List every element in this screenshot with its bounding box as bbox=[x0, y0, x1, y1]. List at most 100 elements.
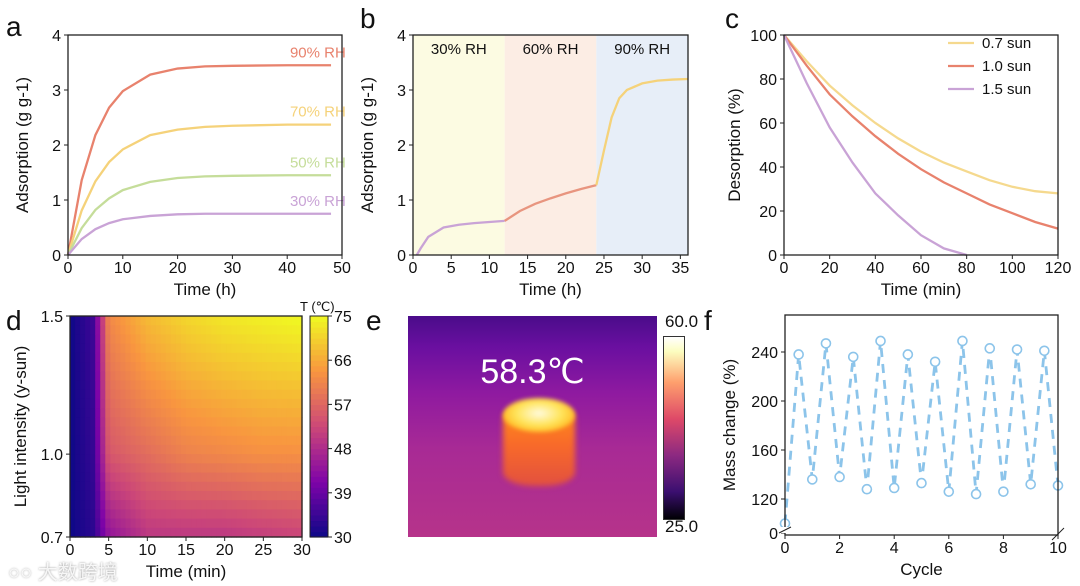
heatmap-cell bbox=[236, 481, 243, 492]
heatmap-cell bbox=[105, 518, 111, 529]
heatmap-cell bbox=[170, 472, 177, 483]
heatmap-cell bbox=[196, 408, 202, 418]
heatmap-cell bbox=[251, 343, 258, 354]
heatmap-cell bbox=[291, 316, 298, 326]
heatmap-cell bbox=[90, 389, 96, 400]
heatmap-cell bbox=[251, 362, 258, 372]
heatmap-cell bbox=[256, 472, 263, 483]
heatmap-cell bbox=[100, 316, 106, 326]
heatmap-cell bbox=[75, 527, 81, 538]
heatmap-cell bbox=[130, 362, 137, 372]
heatmap-cell bbox=[271, 389, 278, 400]
heatmap-cell bbox=[186, 380, 192, 391]
heatmap-cell bbox=[145, 316, 152, 326]
heatmap-cell bbox=[175, 444, 182, 455]
heatmap-cell bbox=[276, 398, 283, 409]
heatmap-cell bbox=[170, 325, 177, 336]
heatmap-cell bbox=[266, 389, 273, 400]
heatmap-cell bbox=[186, 444, 192, 455]
heatmap-cell bbox=[105, 435, 111, 446]
heatmap-cell bbox=[296, 463, 303, 474]
heatmap-cell bbox=[196, 398, 202, 409]
heatmap-cell bbox=[256, 417, 263, 428]
heatmap-cell bbox=[241, 398, 248, 409]
rh-band bbox=[504, 35, 597, 255]
heatmap-cell bbox=[251, 454, 258, 464]
heatmap-cell bbox=[296, 500, 303, 510]
heatmap-cell bbox=[160, 463, 167, 474]
heatmap-cell bbox=[110, 417, 116, 428]
heatmap-cell bbox=[80, 343, 86, 354]
heatmap-cell bbox=[251, 472, 258, 483]
heatmap-cell bbox=[90, 481, 96, 492]
heatmap-cell bbox=[236, 408, 243, 418]
heatmap-cell bbox=[261, 334, 268, 345]
heatmap-cell bbox=[170, 417, 177, 428]
heatmap-cell bbox=[231, 500, 238, 510]
heatmap-cell bbox=[70, 481, 76, 492]
heatmap-cell bbox=[120, 334, 127, 345]
heatmap-cell bbox=[160, 454, 167, 464]
heatmap-cell bbox=[241, 454, 248, 464]
heatmap-cell bbox=[236, 362, 243, 372]
heatmap-cell bbox=[155, 352, 162, 363]
heatmap-cell bbox=[150, 444, 157, 455]
heatmap-cell bbox=[170, 463, 177, 474]
heatmap-cell bbox=[206, 408, 212, 418]
heatmap-cell bbox=[105, 380, 111, 391]
heatmap-cell bbox=[286, 490, 293, 501]
heatmap-cell bbox=[115, 380, 122, 391]
heatmap-cell bbox=[130, 481, 137, 492]
heatmap-cell bbox=[196, 518, 202, 529]
heatmap-cell bbox=[246, 389, 253, 400]
heatmap-cell bbox=[175, 408, 182, 418]
heatmap-cell bbox=[186, 398, 192, 409]
heatmap-cell bbox=[211, 444, 217, 455]
heatmap-cell bbox=[115, 417, 122, 428]
heatmap-cell bbox=[246, 325, 253, 336]
heatmap-cell bbox=[145, 334, 152, 345]
heatmap-cell bbox=[155, 509, 162, 520]
heatmap-cell bbox=[236, 454, 243, 464]
heatmap-cell bbox=[231, 417, 238, 428]
heatmap-cell bbox=[165, 371, 172, 382]
heatmap-cell bbox=[170, 518, 177, 529]
heatmap-cell bbox=[206, 509, 212, 520]
heatmap-cell bbox=[90, 490, 96, 501]
heatmap-cell bbox=[281, 481, 288, 492]
heatmap-cell bbox=[251, 463, 258, 474]
heatmap-cell bbox=[80, 417, 86, 428]
x-tick-label: 120 bbox=[1045, 260, 1072, 277]
heatmap-cell bbox=[125, 380, 132, 391]
heatmap-cell bbox=[85, 343, 91, 354]
heatmap-cell bbox=[201, 500, 207, 510]
heatmap-cell bbox=[140, 518, 147, 529]
heatmap-cell bbox=[175, 481, 182, 492]
heatmap-cell bbox=[165, 481, 172, 492]
heatmap-cell bbox=[150, 518, 157, 529]
heatmap-cell bbox=[226, 408, 232, 418]
heatmap-cell bbox=[206, 371, 212, 382]
heatmap-cell bbox=[85, 509, 91, 520]
heatmap-cell bbox=[75, 362, 81, 372]
heatmap-cell bbox=[135, 325, 142, 336]
heatmap-cell bbox=[266, 444, 273, 455]
heatmap-cell bbox=[201, 417, 207, 428]
heatmap-cell bbox=[266, 325, 273, 336]
heatmap-cell bbox=[150, 527, 157, 538]
heatmap-cell bbox=[130, 389, 137, 400]
y-tick-label: 1.0 bbox=[41, 447, 63, 464]
heatmap-cell bbox=[226, 472, 232, 483]
heatmap-cell bbox=[180, 398, 187, 409]
y-tick-label: 80 bbox=[759, 72, 777, 89]
heatmap-cell bbox=[186, 518, 192, 529]
heatmap-cell bbox=[226, 490, 232, 501]
heatmap-cell bbox=[296, 444, 303, 455]
heatmap-cell bbox=[180, 352, 187, 363]
heatmap-cell bbox=[191, 444, 197, 455]
series-line bbox=[783, 34, 1059, 230]
heatmap-cell bbox=[291, 509, 298, 520]
heatmap-cell bbox=[165, 389, 172, 400]
heatmap-cell bbox=[125, 472, 132, 483]
heatmap-cell bbox=[165, 426, 172, 437]
